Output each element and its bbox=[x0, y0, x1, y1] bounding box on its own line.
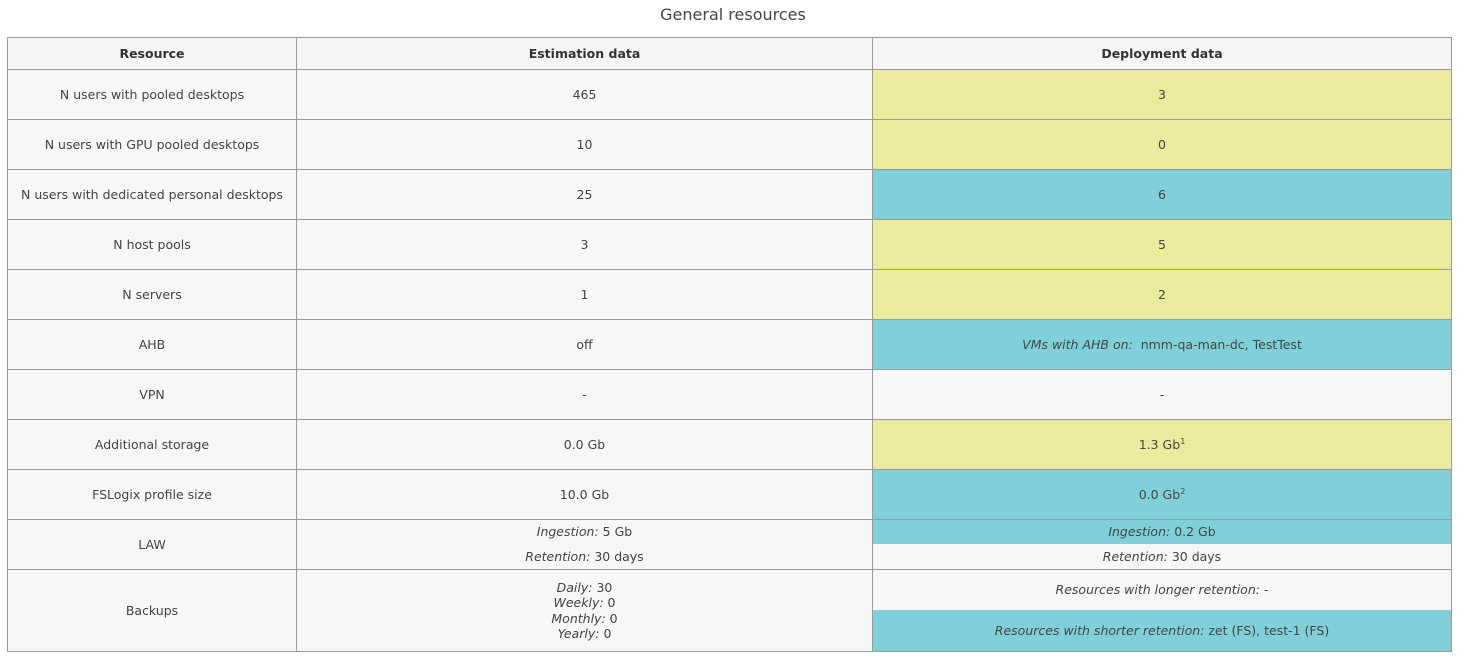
daily-label: Daily: bbox=[556, 579, 593, 595]
deployment-cell: 1.3 Gb1 bbox=[872, 419, 1452, 470]
backup-longer-retention: Resources with longer retention: - bbox=[873, 570, 1451, 610]
storage-value: 1.3 Gb bbox=[1138, 437, 1181, 453]
backup-yearly: Yearly: 0 bbox=[297, 626, 872, 642]
deployment-cell: Ingestion: 0.2 Gb Retention: 30 days bbox=[872, 519, 1452, 570]
monthly-label: Monthly: bbox=[551, 610, 606, 626]
column-header-resource: Resource bbox=[7, 37, 297, 70]
footnote-marker: 1 bbox=[1180, 436, 1186, 446]
resource-cell: Additional storage bbox=[7, 419, 297, 470]
table-row-law: LAW Ingestion: 5 Gb Retention: 30 days I… bbox=[7, 519, 1452, 570]
table-row-vpn: VPN - - bbox=[7, 369, 1452, 420]
retention-label: Retention: bbox=[1102, 549, 1168, 564]
retention-label: Retention: bbox=[525, 549, 591, 564]
deployment-cell: 3 bbox=[872, 69, 1452, 120]
page-title: General resources bbox=[660, 5, 806, 24]
table-row: N users with GPU pooled desktops 10 0 bbox=[7, 119, 1452, 170]
estimation-cell: 1 bbox=[296, 269, 873, 320]
deployment-cell: VMs with AHB on: nmm-qa-man-dc, TestTest bbox=[872, 319, 1452, 370]
deployment-cell: 6 bbox=[872, 169, 1452, 220]
weekly-label: Weekly: bbox=[553, 595, 604, 610]
law-dep-retention: Retention: 30 days bbox=[873, 544, 1451, 569]
resource-cell: LAW bbox=[7, 519, 297, 570]
backup-monthly: Monthly: 0 bbox=[297, 611, 872, 627]
table-row-backups: Backups Daily: 30 Weekly: 0 Monthly: 0 Y… bbox=[7, 569, 1452, 652]
resource-cell: N users with GPU pooled desktops bbox=[7, 119, 297, 170]
column-header-estimation: Estimation data bbox=[296, 37, 873, 70]
footnote-marker: 2 bbox=[1180, 486, 1186, 496]
deployment-cell: 2 bbox=[872, 269, 1452, 320]
yearly-label: Yearly: bbox=[557, 626, 600, 641]
estimation-cell: - bbox=[296, 369, 873, 420]
daily-value: 30 bbox=[596, 579, 613, 595]
weekly-value: 0 bbox=[607, 595, 616, 610]
estimation-cell: Daily: 30 Weekly: 0 Monthly: 0 Yearly: 0 bbox=[296, 569, 873, 652]
table-row: N host pools 3 5 bbox=[7, 219, 1452, 270]
table-row: N servers 1 2 bbox=[7, 269, 1452, 320]
yearly-value: 0 bbox=[603, 626, 612, 641]
table-row-storage: Additional storage 0.0 Gb 1.3 Gb1 bbox=[7, 419, 1452, 470]
estimation-cell: 25 bbox=[296, 169, 873, 220]
resource-cell: AHB bbox=[7, 319, 297, 370]
general-resources-table: Resource Estimation data Deployment data… bbox=[7, 37, 1452, 652]
ingestion-value: 0.2 Gb bbox=[1174, 524, 1216, 539]
estimation-cell: off bbox=[296, 319, 873, 370]
resource-cell: N servers bbox=[7, 269, 297, 320]
estimation-cell: 465 bbox=[296, 69, 873, 120]
deployment-cell: 5 bbox=[872, 219, 1452, 270]
estimation-cell: 10.0 Gb bbox=[296, 469, 873, 520]
ahb-label: VMs with AHB on: bbox=[1022, 337, 1133, 352]
estimation-cell: Ingestion: 5 Gb Retention: 30 days bbox=[296, 519, 873, 570]
estimation-cell: 3 bbox=[296, 219, 873, 270]
longer-label: Resources with longer retention: bbox=[1055, 582, 1260, 597]
backup-daily: Daily: 30 bbox=[297, 580, 872, 596]
shorter-label: Resources with shorter retention: bbox=[994, 623, 1205, 638]
fslogix-value: 0.0 Gb bbox=[1138, 487, 1181, 503]
law-dep-ingestion: Ingestion: 0.2 Gb bbox=[873, 520, 1451, 544]
deployment-cell: - bbox=[872, 369, 1452, 420]
estimation-cell: 0.0 Gb bbox=[296, 419, 873, 470]
resource-cell: VPN bbox=[7, 369, 297, 420]
ingestion-label: Ingestion: bbox=[536, 524, 599, 539]
backup-shorter-retention: Resources with shorter retention: zet (F… bbox=[873, 610, 1451, 651]
table-row: N users with dedicated personal desktops… bbox=[7, 169, 1452, 220]
ingestion-label: Ingestion: bbox=[1108, 524, 1171, 539]
deployment-cell: 0.0 Gb2 bbox=[872, 469, 1452, 520]
monthly-value: 0 bbox=[609, 610, 618, 626]
shorter-value: zet (FS), test-1 (FS) bbox=[1208, 623, 1330, 638]
estimation-cell: 10 bbox=[296, 119, 873, 170]
law-est-retention: Retention: 30 days bbox=[297, 544, 872, 569]
deployment-cell: Resources with longer retention: - Resou… bbox=[872, 569, 1452, 652]
law-est-ingestion: Ingestion: 5 Gb bbox=[297, 520, 872, 544]
resource-cell: FSLogix profile size bbox=[7, 469, 297, 520]
resource-cell: N host pools bbox=[7, 219, 297, 270]
resource-cell: N users with dedicated personal desktops bbox=[7, 169, 297, 220]
ingestion-value: 5 Gb bbox=[602, 524, 633, 539]
retention-value: 30 days bbox=[594, 549, 644, 564]
backup-weekly: Weekly: 0 bbox=[297, 595, 872, 611]
deployment-cell: 0 bbox=[872, 119, 1452, 170]
table-row-fslogix: FSLogix profile size 10.0 Gb 0.0 Gb2 bbox=[7, 469, 1452, 520]
resource-cell: Backups bbox=[7, 569, 297, 652]
ahb-value: nmm-qa-man-dc, TestTest bbox=[1140, 337, 1302, 352]
table-row: N users with pooled desktops 465 3 bbox=[7, 69, 1452, 120]
table-header-row: Resource Estimation data Deployment data bbox=[7, 37, 1452, 70]
table-row-ahb: AHB off VMs with AHB on: nmm-qa-man-dc, … bbox=[7, 319, 1452, 370]
column-header-deployment: Deployment data bbox=[872, 37, 1452, 70]
resource-cell: N users with pooled desktops bbox=[7, 69, 297, 120]
longer-value: - bbox=[1263, 582, 1269, 597]
retention-value: 30 days bbox=[1171, 549, 1222, 564]
